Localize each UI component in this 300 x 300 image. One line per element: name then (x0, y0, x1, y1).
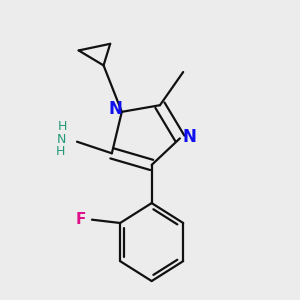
Text: N: N (56, 133, 66, 146)
Text: F: F (75, 212, 86, 227)
Text: N: N (182, 128, 196, 146)
Text: H: H (57, 120, 67, 133)
Text: N: N (108, 100, 122, 118)
Text: H: H (56, 145, 65, 158)
